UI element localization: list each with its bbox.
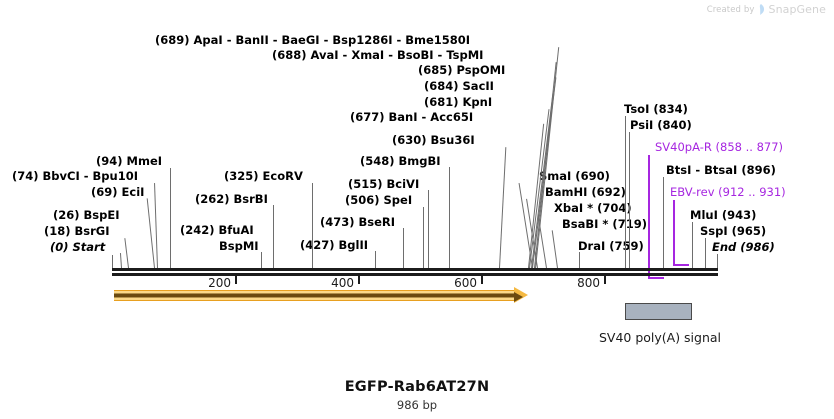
leader-line-262	[273, 205, 274, 268]
site-label-242-bspmi: BspMI	[219, 239, 259, 253]
site-label-896: BtsI - BtsaI (896)	[666, 163, 776, 177]
leader-line-704	[537, 214, 547, 269]
site-label-325: (325) EcoRV	[224, 169, 303, 183]
page-subtitle: 986 bp	[396, 398, 438, 412]
site-label-840: PsiI (840)	[630, 118, 692, 132]
site-label-759: DraI (759)	[578, 239, 644, 253]
orf-arrow[interactable]	[114, 287, 528, 303]
site-label-685: (685) PspOMI	[418, 63, 506, 77]
sequence-backbone[interactable]	[112, 268, 718, 271]
leader-line-630	[499, 147, 507, 269]
leader-line-834	[625, 116, 626, 268]
feature-label-sv40pa-r: SV40pA-R (858 .. 877)	[655, 140, 784, 154]
site-label-74: (74) BbvCI - Bpu10I	[12, 169, 138, 183]
ruler-tick-200	[235, 276, 237, 284]
site-label-704: XbaI * (704)	[554, 201, 632, 215]
site-label-506: (506) SpeI	[345, 193, 413, 207]
site-label-834: TsoI (834)	[624, 102, 688, 116]
watermark-prefix: Created by	[706, 4, 755, 15]
site-label-692: BamHI (692)	[545, 185, 626, 199]
leader-line-94	[170, 168, 171, 268]
site-label-69: (69) EciI	[91, 185, 145, 199]
leader-line-427	[375, 251, 376, 268]
primer-bracket-ebv-rev	[673, 264, 689, 266]
feature-box-sv40-polya[interactable]	[625, 303, 692, 320]
leader-line-896	[663, 177, 664, 268]
ruler-tick-400	[358, 276, 360, 284]
site-label-689: (689) ApaI - BanII - BaeGI - Bsp1286I - …	[155, 33, 471, 47]
ruler-label-600: 600	[454, 276, 477, 290]
leader-line-473	[403, 228, 404, 268]
ruler-label-200: 200	[208, 276, 231, 290]
site-label-18: (18) BsrGI	[44, 224, 110, 238]
leader-line-986	[717, 254, 718, 268]
leader-line-548	[449, 167, 450, 268]
leader-line-965	[705, 238, 706, 268]
site-label-515: (515) BciVI	[348, 177, 420, 191]
feature-box-sv40-polya-label: SV40 poly(A) signal	[598, 330, 722, 345]
leader-line-18	[119, 253, 122, 269]
site-label-473: (473) BseRI	[320, 215, 396, 229]
leader-line-943	[692, 222, 693, 268]
leader-line-242	[261, 252, 262, 268]
leader-line-325	[312, 183, 313, 268]
ruler-label-400: 400	[331, 276, 354, 290]
snapgene-watermark: Created by SnapGene	[707, 3, 826, 16]
leader-line-26	[124, 238, 129, 269]
site-label-0-start-text: (0) Start	[50, 240, 106, 254]
site-label-26: (26) BspEI	[53, 208, 120, 222]
leader-line-840	[629, 132, 630, 268]
site-label-690: SmaI (690)	[539, 169, 610, 183]
site-label-548: (548) BmgBI	[360, 154, 441, 168]
page-title: EGFP-Rab6AT27N	[344, 379, 490, 395]
site-label-242: (242) BfuAI	[180, 223, 254, 237]
ruler-tick-600	[481, 276, 483, 284]
leader-line-74	[154, 183, 158, 269]
site-label-427: (427) BglII	[300, 238, 369, 252]
site-label-688: (688) AvaI - XmaI - BsoBI - TspMI	[272, 48, 484, 62]
leader-line-0	[112, 255, 113, 268]
ruler-tick-800	[604, 276, 606, 284]
site-label-965: SspI (965)	[700, 224, 767, 238]
snapgene-leaf-icon	[760, 4, 765, 15]
primer-bracket-sv40pa-r	[648, 277, 664, 279]
leader-line-515	[428, 190, 429, 268]
feature-label-ebv-rev: EBV-rev (912 .. 931)	[670, 185, 786, 199]
site-label-681: (681) KpnI	[424, 95, 493, 109]
watermark-brand: SnapGene	[768, 3, 826, 16]
leader-line-759	[579, 252, 580, 268]
leader-line-506	[423, 207, 424, 268]
site-label-94: (94) MmeI	[96, 154, 163, 168]
primer-leader-ebv-rev	[673, 200, 675, 266]
leader-line-719	[551, 230, 558, 269]
orf-arrow-head-inner	[514, 291, 523, 302]
site-label-262: (262) BsrBI	[195, 192, 268, 206]
orf-arrow-body	[114, 290, 514, 301]
site-label-677: (677) BanI - Acc65I	[350, 110, 474, 124]
site-label-986-end-text: End (986)	[712, 240, 775, 254]
site-label-0-start: (0) Start	[50, 241, 105, 254]
site-label-986-end: End (986)	[712, 241, 775, 254]
leader-line-69	[146, 198, 155, 269]
site-label-943: MluI (943)	[690, 208, 757, 222]
ruler-label-800: 800	[577, 276, 600, 290]
primer-leader-sv40pa-r	[648, 155, 650, 279]
site-label-630: (630) Bsu36I	[392, 133, 475, 147]
site-label-719: BsaBI * (719)	[562, 217, 647, 231]
site-label-684: (684) SacII	[424, 79, 494, 93]
sequence-backbone-shadow	[112, 273, 718, 276]
